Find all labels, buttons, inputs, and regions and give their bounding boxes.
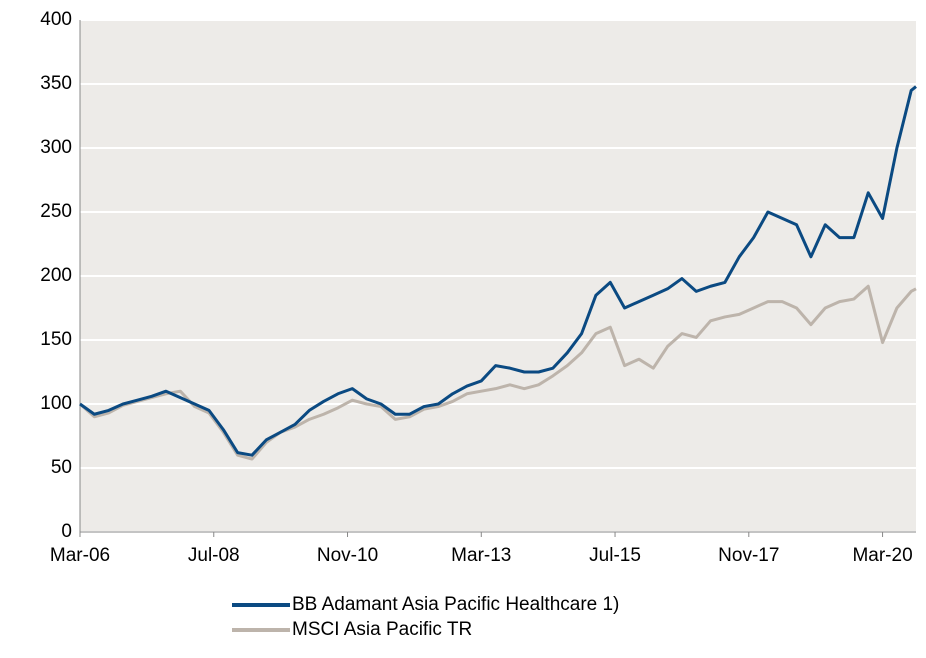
- x-tick-label: Jul-15: [589, 545, 641, 566]
- x-tick-label: Jul-08: [188, 545, 240, 566]
- x-tick-label: Mar-13: [451, 545, 511, 566]
- line: [79, 284, 917, 461]
- line: [79, 85, 917, 457]
- y-tick-label: 150: [40, 329, 72, 350]
- y-tick-label: 400: [40, 9, 72, 30]
- y-tick-label: 200: [40, 265, 72, 286]
- x-tick-label: Nov-17: [718, 545, 779, 566]
- x-tick-label: Nov-10: [317, 545, 378, 566]
- legend-label: BB Adamant Asia Pacific Healthcare 1): [292, 594, 619, 615]
- legend-label: MSCI Asia Pacific TR: [292, 619, 472, 640]
- x-tick-label: Mar-06: [50, 545, 110, 566]
- y-tick-label: 0: [61, 521, 72, 542]
- y-tick-label: 350: [40, 73, 72, 94]
- y-tick-label: 50: [51, 457, 72, 478]
- x-tick-label: Mar-20: [852, 545, 912, 566]
- y-tick-label: 100: [40, 393, 72, 414]
- y-tick-label: 250: [40, 201, 72, 222]
- y-tick-label: 300: [40, 137, 72, 158]
